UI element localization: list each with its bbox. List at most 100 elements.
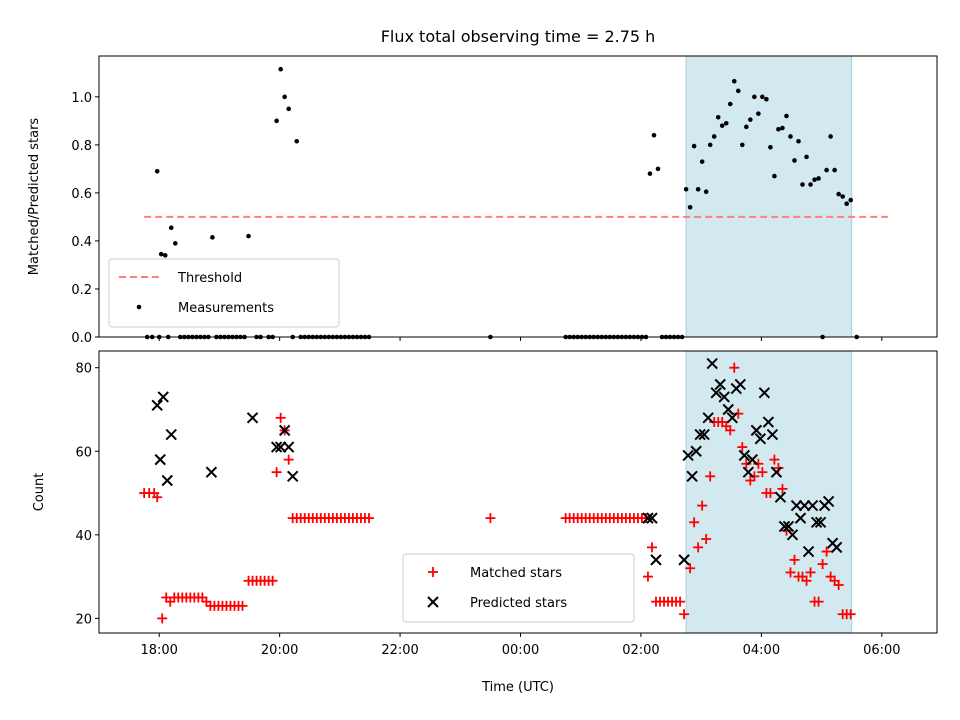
measurement-point bbox=[282, 94, 287, 100]
predicted-star-point bbox=[734, 378, 747, 391]
measurement-point bbox=[824, 167, 829, 173]
x-axis-label: Time (UTC) bbox=[481, 680, 554, 695]
measurement-point bbox=[832, 167, 837, 173]
matched-star-point bbox=[801, 575, 812, 586]
predicted-star-point bbox=[754, 433, 767, 445]
top-y-tick-label: 0.0 bbox=[71, 331, 92, 346]
predicted-star-point bbox=[151, 399, 163, 412]
x-tick-label: 04:00 bbox=[743, 643, 780, 658]
matched-star-point bbox=[733, 408, 744, 419]
top-y-tick-label: 0.2 bbox=[71, 283, 92, 298]
predicted-star-point bbox=[786, 529, 799, 541]
measurement-point bbox=[699, 159, 705, 164]
predicted-star-point bbox=[710, 387, 722, 399]
matched-star-point bbox=[833, 579, 844, 590]
predicted-star-point bbox=[714, 378, 726, 391]
measurement-point bbox=[274, 118, 279, 124]
predicted-star-point bbox=[794, 512, 807, 524]
top-y-tick-label: 0.4 bbox=[71, 235, 92, 250]
predicted-star-point bbox=[154, 453, 166, 466]
predicted-star-point bbox=[810, 516, 823, 528]
measurement-point bbox=[800, 182, 805, 187]
matched-star-point bbox=[769, 454, 780, 465]
measurement-point bbox=[703, 189, 709, 194]
matched-star-point bbox=[805, 567, 816, 578]
measurement-point bbox=[784, 113, 789, 119]
predicted-star-point bbox=[642, 512, 654, 524]
bottom-y-tick-label: 80 bbox=[75, 362, 92, 377]
predicted-star-point bbox=[690, 445, 702, 457]
predicted-star-point bbox=[746, 453, 759, 466]
measurement-point bbox=[711, 134, 717, 139]
measurement-point bbox=[744, 124, 749, 130]
predicted-star-point bbox=[770, 466, 783, 478]
legend-matched-swatch bbox=[428, 567, 438, 577]
predicted-star-point bbox=[814, 516, 827, 528]
measurement-point bbox=[647, 171, 653, 176]
measurement-point bbox=[172, 241, 178, 246]
measurement-point bbox=[723, 120, 729, 126]
measurement-point bbox=[788, 134, 793, 139]
measurement-point bbox=[719, 123, 725, 128]
bottom-legend: Matched stars Predicted stars bbox=[402, 553, 635, 623]
measurement-point bbox=[286, 106, 291, 112]
predicted-star-point bbox=[270, 441, 283, 453]
legend-plus-marker bbox=[428, 567, 438, 577]
measurement-point bbox=[812, 177, 817, 182]
predicted-star-point bbox=[830, 541, 843, 554]
measurement-point bbox=[707, 142, 713, 148]
bottom-panel: 18:00 20:00 22:00 00:00 02:00 04:00 06:00 20 40… bbox=[32, 350, 938, 695]
measurement-point bbox=[816, 176, 821, 181]
matched-star-point bbox=[237, 600, 248, 611]
legend-label-matched: Matched stars bbox=[470, 566, 562, 581]
bottom-axes-frame bbox=[98, 350, 938, 634]
x-tick-label: 06:00 bbox=[863, 643, 900, 658]
measurement-point bbox=[828, 134, 833, 139]
matched-star-point bbox=[753, 458, 764, 469]
predicted-star-point bbox=[694, 428, 706, 441]
predicted-star-point bbox=[157, 391, 169, 403]
top-axes-frame bbox=[98, 55, 938, 338]
measurement-point bbox=[796, 138, 801, 144]
predicted-star-point bbox=[718, 391, 730, 403]
measurement-point bbox=[278, 66, 283, 72]
measurement-point bbox=[651, 132, 657, 138]
top-y-tick-label: 1.0 bbox=[71, 91, 92, 106]
measurement-point bbox=[752, 94, 757, 100]
matched-star-point bbox=[642, 571, 653, 582]
predicted-star-point bbox=[682, 449, 694, 462]
matched-star-point bbox=[679, 609, 690, 620]
predicted-star-point bbox=[766, 428, 779, 441]
measurement-point bbox=[756, 111, 761, 116]
measurement-point bbox=[687, 205, 693, 210]
matched-star-point bbox=[485, 513, 496, 524]
matched-star-point bbox=[685, 563, 696, 574]
predicted-star-point bbox=[782, 520, 795, 533]
measurement-point bbox=[294, 138, 300, 144]
predicted-star-point bbox=[726, 412, 738, 424]
matched-star-point bbox=[817, 559, 828, 570]
matched-star-point bbox=[697, 500, 708, 511]
measurement-point bbox=[731, 78, 737, 84]
matched-star-point bbox=[157, 613, 168, 624]
measurement-point bbox=[735, 88, 741, 94]
x-tick-label: 22:00 bbox=[381, 643, 418, 658]
matched-star-point bbox=[737, 442, 748, 453]
matched-star-point bbox=[777, 483, 788, 494]
measurement-point bbox=[727, 101, 733, 107]
legend-label-threshold: Threshold bbox=[177, 271, 242, 286]
matched-star-point bbox=[701, 534, 712, 544]
measurement-point bbox=[836, 191, 841, 197]
measurement-point bbox=[683, 186, 689, 192]
matched-star-point bbox=[705, 471, 716, 482]
predicted-star-point bbox=[702, 412, 714, 424]
measurement-point bbox=[691, 143, 697, 149]
predicted-star-point bbox=[205, 466, 218, 478]
matched-star-point bbox=[821, 546, 832, 557]
matched-star-point bbox=[725, 425, 736, 436]
observing-window-span bbox=[685, 55, 853, 338]
predicted-star-point bbox=[698, 428, 710, 441]
chart-title: Flux total observing time = 2.75 h bbox=[381, 27, 656, 46]
x-tick-label: 18:00 bbox=[140, 643, 177, 658]
